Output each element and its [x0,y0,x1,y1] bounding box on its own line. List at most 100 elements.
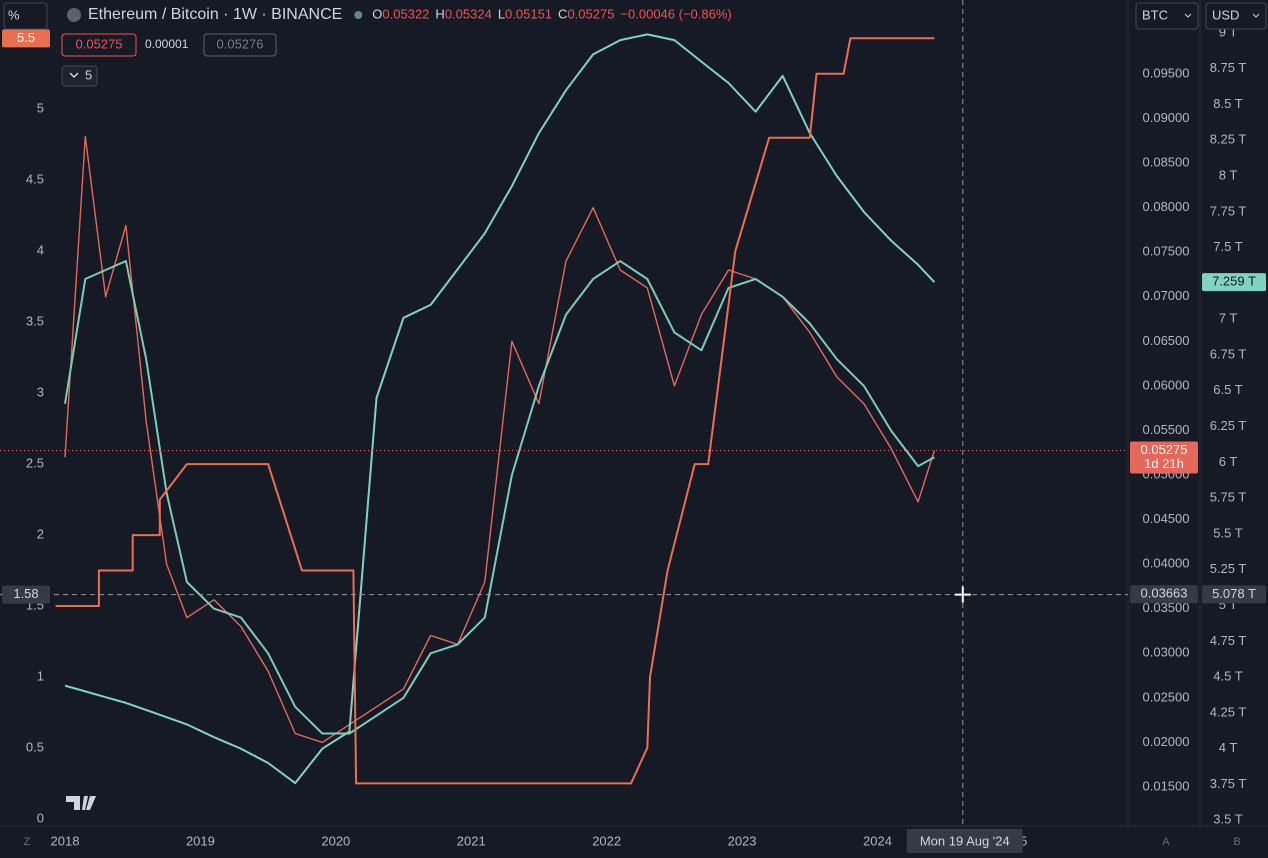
crosshair-y-label: 1.58 [13,586,38,601]
currency-button[interactable]: USD [1212,7,1239,22]
last-value-label: 7.259 T [1212,274,1256,289]
y2-tick-label: 0.05500 [1143,422,1190,437]
y-tick-label: 1 [37,668,44,683]
crosshair-date-label: Mon 19 Aug '24 [920,833,1010,848]
y2-tick-label: 0.06500 [1143,333,1190,348]
y3-tick-label: 5.5 T [1213,525,1242,540]
y2-tick-label: 0.04500 [1143,511,1190,526]
y2-tick-label: 0.04000 [1143,556,1190,571]
ask[interactable]: 0.05276 [217,36,264,51]
ask-box[interactable] [203,33,277,57]
bar-countdown: 1d 21h [1144,456,1184,471]
y3-tick-label: 6.5 T [1213,382,1242,397]
currency-button-box[interactable] [1135,2,1199,30]
currency-button-box[interactable] [1205,2,1267,30]
ohlc-value: 0.05151 [505,6,552,21]
series-line [64,135,936,744]
ohlc-value: 0.05275 [567,6,614,21]
scale-button[interactable]: % [8,7,20,22]
bottom-right-panel [1129,827,1268,858]
x-tick-label: 2021 [457,833,486,848]
last-value-label-box [2,29,50,48]
bottom-button[interactable]: B [1233,836,1240,848]
y2-tick-label: 0.07000 [1143,288,1190,303]
y-tick-label: 2.5 [26,456,44,471]
bottom-left-corner [0,827,50,858]
chevron [69,72,79,79]
date-label-box [906,829,1023,853]
y2-tick-label: 0.03500 [1143,600,1190,615]
y2-tick-label: 0.07500 [1143,244,1190,259]
y3-tick-label: 7.5 T [1213,239,1242,254]
y3-tick-label: 8.5 T [1213,96,1242,111]
y2-tick-label: 0.09000 [1143,110,1190,125]
y3-tick-label: 4.25 T [1210,704,1247,719]
bid[interactable]: 0.05275 [76,36,123,51]
y3-tick-label: 8 T [1219,168,1238,183]
chevron [1184,13,1192,18]
y3-tick-label: 4.75 T [1210,633,1247,648]
y3-tick-label: 4 T [1219,740,1238,755]
y3-tick-label: 5.25 T [1210,561,1247,576]
y2-tick-label: 0.02500 [1143,689,1190,704]
last-value-label: 5.5 [17,30,35,45]
crosshair-cursor [954,586,971,603]
last-value-label-box [1130,441,1198,474]
y3-tick-label: 6.25 T [1210,418,1247,433]
ohlc-key: O [372,6,382,21]
symbol-icon [67,8,81,22]
ohlc-value: 0.05324 [445,6,492,21]
y-tick-label: 0.5 [26,739,44,754]
y-tick-label: 5 [37,101,44,116]
crosshair-y3-label: 5.078 T [1212,586,1256,601]
series-line [64,260,935,735]
y-tick-label: 4.5 [26,172,44,187]
y3-tick-label: 6 T [1219,454,1238,469]
bottom-button[interactable]: A [1162,836,1170,848]
bid-box[interactable] [61,33,137,57]
y3-tick-label: 4.5 T [1213,669,1242,684]
x-tick-label: 2019 [186,833,215,848]
y2-tick-label: 0.09500 [1143,65,1190,80]
x-tick-label: 2018 [51,833,80,848]
crosshair-y2-label-box [1130,585,1198,604]
x-tick-label: 2022 [592,833,621,848]
y2-tick-label: 0.01500 [1143,778,1190,793]
bottom-button[interactable]: Z [24,836,31,848]
y2-tick-label: 0.08500 [1143,155,1190,170]
y2-tick-label: 0.03000 [1143,645,1190,660]
scale-button-box[interactable] [3,2,48,30]
ohlc-change: −0.00046 (−0.86%) [620,6,731,21]
y3-tick-label: 3.5 T [1213,812,1242,827]
series-line [64,33,936,785]
ohlc-value: 0.05322 [382,6,429,21]
y2-tick-label: 0.02000 [1143,734,1190,749]
indicators-count[interactable]: 5 [85,67,92,82]
y-tick-label: 2 [37,526,44,541]
crosshair-y2-label: 0.03663 [1141,586,1188,601]
y-tick-label: 0 [37,810,44,825]
x-tick-label: 2024 [863,833,892,848]
status-dot [354,11,363,19]
y3-tick-label: 7.75 T [1210,203,1247,218]
chart-title: Ethereum / Bitcoin · 1W · BINANCE [88,6,342,23]
crosshair-y3-label-box [1202,585,1266,604]
y3-tick-label: 8.25 T [1210,132,1247,147]
currency-button[interactable]: BTC [1142,7,1168,22]
y-tick-label: 3 [37,385,44,400]
indicators-toggle-box[interactable] [61,65,98,87]
spread: 0.00001 [145,37,189,51]
y2-tick-label: 0.06000 [1143,377,1190,392]
price-axis-panel [1128,0,1268,826]
last-value-label-box [1202,273,1266,292]
y3-tick-label: 8.75 T [1210,60,1247,75]
y3-tick-label: 5.75 T [1210,490,1247,505]
y3-tick-label: 7 T [1219,311,1238,326]
ohlc-key: C [558,6,567,21]
ohlc-key: L [498,6,505,21]
y-tick-label: 3.5 [26,314,44,329]
